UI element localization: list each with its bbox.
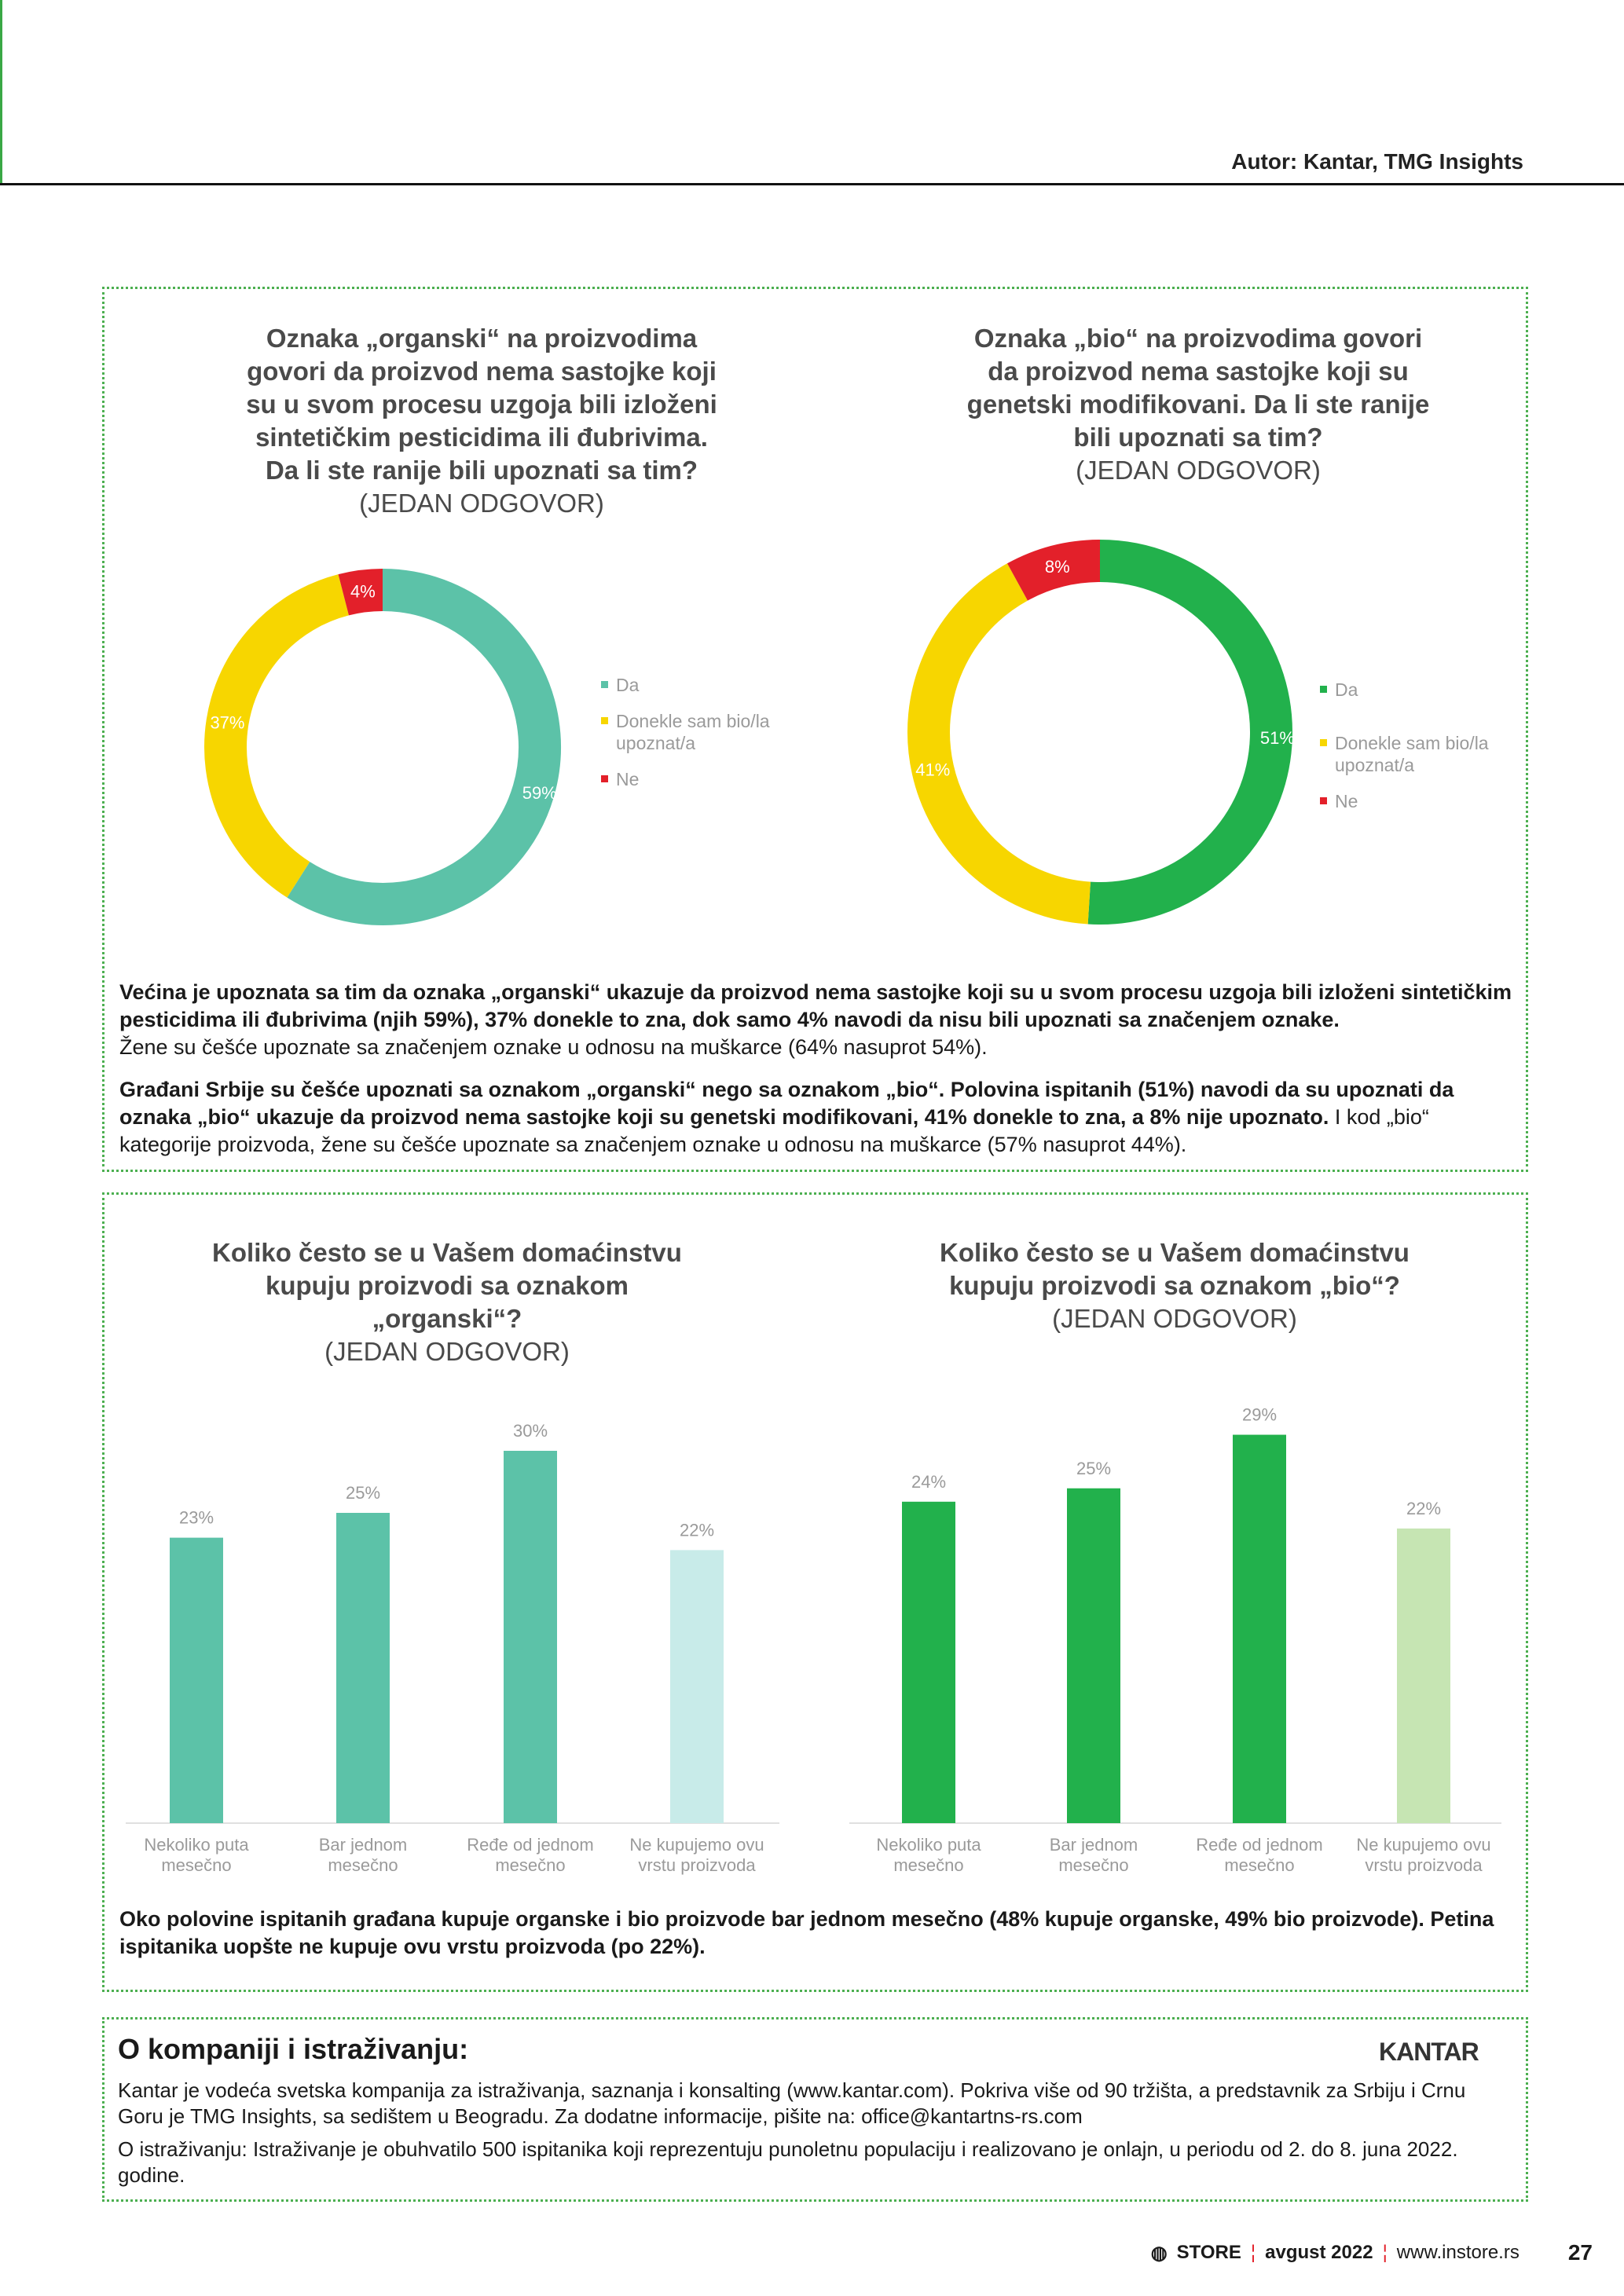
bar [504,1451,557,1823]
title-line: Koliko često se u Vašem domaćinstvu [940,1238,1410,1267]
bar [1233,1434,1286,1823]
bar-value-label: 22% [1406,1499,1441,1518]
bar-category-label: Bar jednom mesečno [318,1835,408,1875]
about-section [102,2017,1528,2202]
bar-value-label: 30% [513,1421,548,1441]
legend-swatch [1320,797,1327,804]
donut-bio-legend: Da Donekle sam bio/la upoznat/a Ne [1320,679,1489,826]
legend-item-ne: Ne [1320,790,1489,812]
footer-site[interactable]: www.instore.rs [1396,2242,1520,2263]
title-line: bili upoznati sa tim? [1073,423,1323,452]
footer-issue: avgust 2022 [1265,2242,1373,2263]
title-line: „organski“? [372,1304,522,1333]
header-rule [0,183,1624,185]
bar-category-label: Ne kupujemo ovu vrstu proizvoda [629,1835,764,1875]
title-line: genetski modifikovani. Da li ste ranije [966,390,1430,419]
donut-label: 4% [350,582,376,602]
bar [170,1537,223,1823]
bar-bio-title: Koliko često se u Vašem domaćinstvu kupuj… [860,1236,1489,1335]
donut-slice-1 [204,574,350,898]
bar-charts: 23% 25% 30% 22% 24% 25% 29% 22% [126,1405,1501,1824]
legend-label: Donekle sam bio/la upoznat/a [616,711,770,753]
legend-swatch [601,717,608,724]
donut-label: 51% [1260,728,1295,748]
bar-value-label: 25% [1076,1459,1111,1478]
bar-category-label: Bar jednom mesečno [1049,1835,1138,1875]
legend-item-da: Da [1320,679,1489,701]
bar-organic-title: Koliko često se u Vašem domaćinstvu kupuj… [133,1236,761,1368]
chart-subtitle: (JEDAN ODGOVOR) [1076,456,1321,485]
about-research-text: O istraživanju: Istraživanje je obuhvati… [118,2137,1458,2187]
donut-label: 8% [1045,557,1070,577]
title-line: Oznaka „bio“ na proizvodima govori [973,324,1423,353]
awareness-paragraph-1: Većina je upoznata sa tim da oznaka „org… [119,980,1512,1059]
page-number: 27 [1567,2240,1593,2265]
bar [336,1513,390,1823]
donut-label: 37% [210,713,244,733]
bar [1397,1528,1450,1823]
legend-label: Ne [1335,791,1358,811]
legend-label: Da [616,675,640,695]
legend-label: Donekle sam bio/la upoznat/a [1335,733,1489,775]
legend-label: Da [1335,679,1358,700]
donut-charts: 59% 37% 4% 51% 41% 8% [204,540,1295,925]
donut-label: 59% [522,783,557,803]
legend-swatch [1320,686,1327,693]
chart-subtitle: (JEDAN ODGOVOR) [1052,1304,1297,1333]
title-line: Koliko često se u Vašem domaćinstvu [212,1238,682,1267]
donut-label: 41% [915,760,950,780]
donut-organic-title: Oznaka „organski“ na proizvodima govori d… [167,322,796,520]
bar-category-label: Ređe od jednom mesečno [467,1835,594,1875]
title-line: sintetičkim pesticidima ili đubrivima. [255,423,708,452]
bar [902,1501,955,1823]
bar-category-label: Ne kupujemo ovu vrstu proizvoda [1356,1835,1491,1875]
author-credit: Autor: Kantar, TMG Insights [1231,149,1523,174]
title-line: Da li ste ranije bili upoznati sa tim? [265,456,698,485]
purchase-paragraph: Oko polovine ispitanih građana kupuje or… [119,1907,1494,1958]
legend-item-da: Da [601,674,770,696]
bar-category-label: Ređe od jednom mesečno [1196,1835,1323,1875]
bar-value-label: 24% [911,1472,946,1492]
bar-value-label: 25% [346,1483,380,1503]
donut-slice-2 [338,569,383,616]
store-logo-icon: ◍ [1150,2242,1168,2264]
chart-subtitle: (JEDAN ODGOVOR) [324,1337,570,1366]
bar-value-label: 22% [680,1520,714,1540]
awareness-paragraph-2: Građani Srbije su češće upoznati sa ozna… [119,1078,1454,1156]
bar [670,1550,724,1823]
title-line: govori da proizvod nema sastojke koji [247,357,717,386]
purchase-section [102,1192,1528,1992]
bar-value-label: 23% [179,1508,214,1528]
bar-category-label: Nekoliko puta mesečno [144,1835,249,1875]
footer-brand: STORE [1176,2242,1241,2263]
bar [1067,1488,1120,1823]
title-line: su u svom procesu uzgoja bili izloženi [246,390,717,419]
about-heading: O kompaniji i istraživanju: [118,2033,469,2065]
accent-line [0,0,2,185]
legend-item-donekle: Donekle sam bio/la upoznat/a [601,710,770,754]
legend-item-donekle: Donekle sam bio/la upoznat/a [1320,732,1489,776]
donut-slice-1 [907,563,1091,925]
chart-subtitle: (JEDAN ODGOVOR) [359,489,604,518]
donut-bio-title: Oznaka „bio“ na proizvodima govori da pro… [884,322,1512,487]
legend-item-ne: Ne [601,768,770,790]
legend-swatch [601,775,608,782]
donut-slice-0 [287,569,561,925]
legend-label: Ne [616,769,640,789]
donut-organic-legend: Da Donekle sam bio/la upoznat/a Ne [601,674,770,804]
bar-category-label: Nekoliko puta mesečno [876,1835,981,1875]
donut-slice-0 [1087,540,1292,925]
about-company-text: Kantar je vodeća svetska kompanija za is… [118,2078,1466,2128]
title-line: Oznaka „organski“ na proizvodima [266,324,698,353]
donut-slice-2 [1006,540,1101,601]
kantar-logo: KANTAR [1379,2038,1479,2066]
title-line: da proizvod nema sastojke koji su [988,357,1409,386]
bar-value-label: 29% [1242,1405,1277,1425]
title-line: kupuju proizvodi sa oznakom [265,1271,629,1300]
awareness-section [102,287,1528,1172]
legend-swatch [1320,739,1327,746]
page-footer: ◍ STORE ¦ avgust 2022 ¦ www.instore.rs 2… [1150,2240,1593,2265]
legend-swatch [601,681,608,688]
title-line: kupuju proizvodi sa oznakom „bio“? [949,1271,1400,1300]
